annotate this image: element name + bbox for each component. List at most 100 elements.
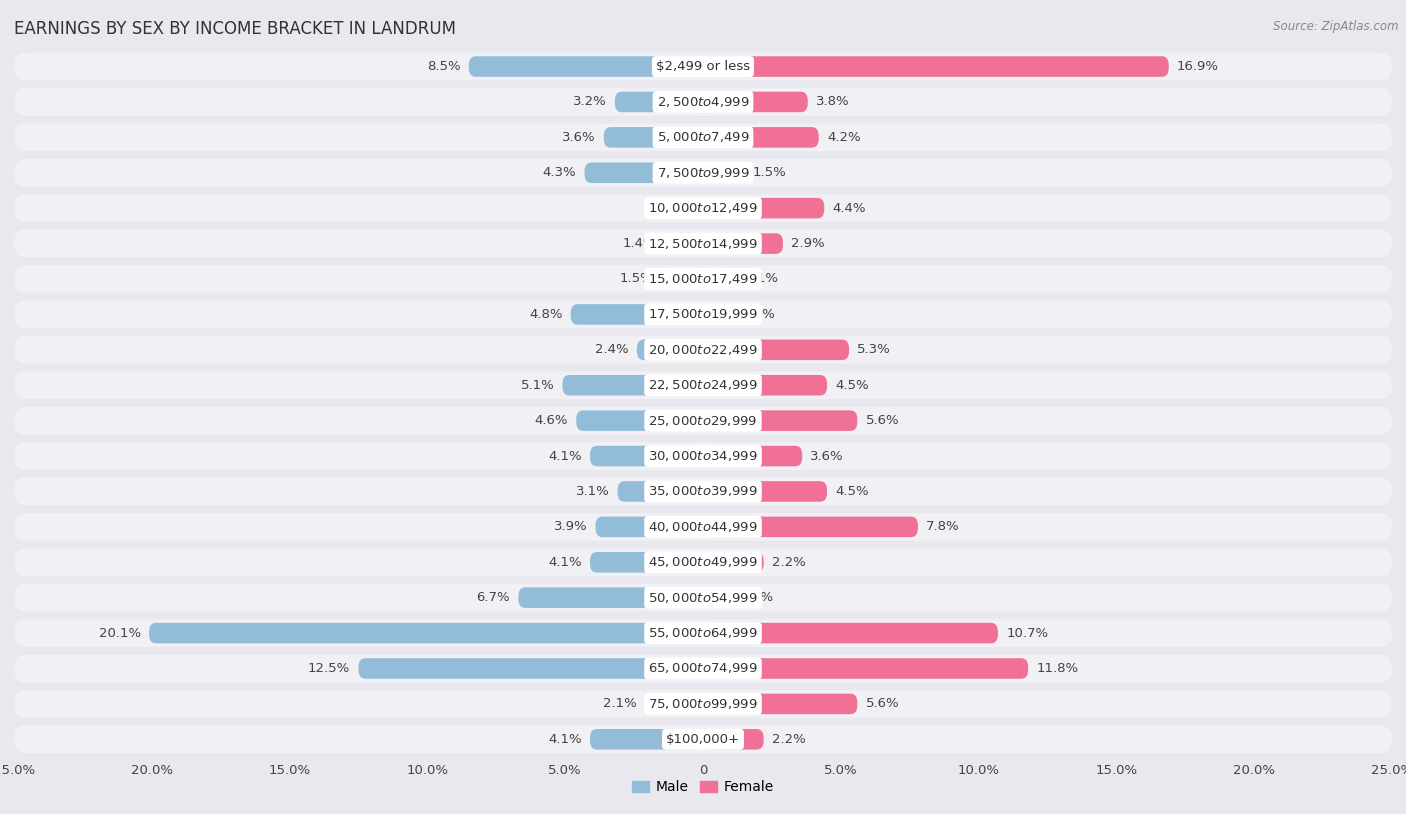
FancyBboxPatch shape: [14, 230, 1392, 257]
FancyBboxPatch shape: [703, 339, 849, 360]
FancyBboxPatch shape: [703, 694, 858, 714]
FancyBboxPatch shape: [665, 234, 703, 254]
Text: 20.1%: 20.1%: [98, 627, 141, 640]
FancyBboxPatch shape: [703, 163, 744, 183]
FancyBboxPatch shape: [662, 269, 703, 289]
Text: 4.4%: 4.4%: [832, 202, 866, 215]
Text: 6.7%: 6.7%: [477, 591, 510, 604]
FancyBboxPatch shape: [591, 552, 703, 572]
FancyBboxPatch shape: [703, 56, 1168, 77]
Text: 1.1%: 1.1%: [741, 308, 775, 321]
FancyBboxPatch shape: [14, 619, 1392, 647]
FancyBboxPatch shape: [14, 513, 1392, 540]
FancyBboxPatch shape: [703, 588, 723, 608]
Text: 4.6%: 4.6%: [534, 414, 568, 427]
FancyBboxPatch shape: [576, 410, 703, 431]
Text: $75,000 to $99,999: $75,000 to $99,999: [648, 697, 758, 711]
FancyBboxPatch shape: [149, 623, 703, 643]
FancyBboxPatch shape: [645, 694, 703, 714]
Text: $40,000 to $44,999: $40,000 to $44,999: [648, 520, 758, 534]
FancyBboxPatch shape: [14, 549, 1392, 576]
Text: $35,000 to $39,999: $35,000 to $39,999: [648, 484, 758, 498]
Text: $5,000 to $7,499: $5,000 to $7,499: [657, 130, 749, 144]
FancyBboxPatch shape: [14, 88, 1392, 116]
Text: 3.1%: 3.1%: [575, 485, 609, 498]
Text: 5.6%: 5.6%: [866, 698, 900, 711]
Legend: Male, Female: Male, Female: [627, 775, 779, 799]
FancyBboxPatch shape: [14, 265, 1392, 293]
FancyBboxPatch shape: [703, 446, 803, 466]
FancyBboxPatch shape: [591, 446, 703, 466]
Text: 4.5%: 4.5%: [835, 485, 869, 498]
Text: $22,500 to $24,999: $22,500 to $24,999: [648, 379, 758, 392]
FancyBboxPatch shape: [703, 92, 807, 112]
FancyBboxPatch shape: [14, 442, 1392, 470]
Text: Source: ZipAtlas.com: Source: ZipAtlas.com: [1274, 20, 1399, 33]
Text: 7.8%: 7.8%: [927, 520, 960, 533]
FancyBboxPatch shape: [14, 654, 1392, 682]
FancyBboxPatch shape: [14, 159, 1392, 186]
Text: $20,000 to $22,499: $20,000 to $22,499: [648, 343, 758, 357]
Text: $17,500 to $19,999: $17,500 to $19,999: [648, 308, 758, 322]
FancyBboxPatch shape: [571, 304, 703, 325]
Text: 2.9%: 2.9%: [792, 237, 825, 250]
FancyBboxPatch shape: [14, 336, 1392, 364]
Text: 2.4%: 2.4%: [595, 344, 628, 357]
FancyBboxPatch shape: [703, 269, 728, 289]
Text: 1.5%: 1.5%: [620, 273, 654, 286]
FancyBboxPatch shape: [603, 127, 703, 147]
Text: 0.91%: 0.91%: [737, 273, 779, 286]
Text: 4.2%: 4.2%: [827, 131, 860, 144]
Text: 5.3%: 5.3%: [858, 344, 891, 357]
FancyBboxPatch shape: [359, 659, 703, 679]
Text: $65,000 to $74,999: $65,000 to $74,999: [648, 662, 758, 676]
Text: 3.6%: 3.6%: [562, 131, 596, 144]
FancyBboxPatch shape: [14, 478, 1392, 505]
Text: $12,500 to $14,999: $12,500 to $14,999: [648, 237, 758, 251]
FancyBboxPatch shape: [703, 517, 918, 537]
FancyBboxPatch shape: [703, 304, 734, 325]
FancyBboxPatch shape: [703, 659, 1028, 679]
Text: EARNINGS BY SEX BY INCOME BRACKET IN LANDRUM: EARNINGS BY SEX BY INCOME BRACKET IN LAN…: [14, 20, 456, 38]
Text: 8.5%: 8.5%: [427, 60, 461, 73]
FancyBboxPatch shape: [468, 56, 703, 77]
Text: 1.5%: 1.5%: [752, 166, 786, 179]
Text: $30,000 to $34,999: $30,000 to $34,999: [648, 449, 758, 463]
Text: 2.2%: 2.2%: [772, 556, 806, 569]
Text: $100,000+: $100,000+: [666, 733, 740, 746]
FancyBboxPatch shape: [519, 588, 703, 608]
FancyBboxPatch shape: [14, 690, 1392, 718]
Text: 11.8%: 11.8%: [1036, 662, 1078, 675]
Text: 4.1%: 4.1%: [548, 556, 582, 569]
Text: $45,000 to $49,999: $45,000 to $49,999: [648, 555, 758, 569]
Text: 10.7%: 10.7%: [1007, 627, 1049, 640]
Text: 4.8%: 4.8%: [529, 308, 562, 321]
Text: $10,000 to $12,499: $10,000 to $12,499: [648, 201, 758, 215]
FancyBboxPatch shape: [703, 623, 998, 643]
Text: 0.72%: 0.72%: [731, 591, 773, 604]
Text: 5.1%: 5.1%: [520, 379, 554, 392]
FancyBboxPatch shape: [703, 127, 818, 147]
FancyBboxPatch shape: [585, 163, 703, 183]
FancyBboxPatch shape: [703, 234, 783, 254]
Text: 16.9%: 16.9%: [1177, 60, 1219, 73]
Text: $15,000 to $17,499: $15,000 to $17,499: [648, 272, 758, 286]
FancyBboxPatch shape: [14, 300, 1392, 328]
Text: 2.1%: 2.1%: [603, 698, 637, 711]
FancyBboxPatch shape: [703, 729, 763, 750]
FancyBboxPatch shape: [14, 371, 1392, 399]
Text: 3.6%: 3.6%: [810, 449, 844, 462]
FancyBboxPatch shape: [637, 339, 703, 360]
FancyBboxPatch shape: [562, 375, 703, 396]
FancyBboxPatch shape: [14, 725, 1392, 753]
FancyBboxPatch shape: [703, 481, 827, 501]
Text: $50,000 to $54,999: $50,000 to $54,999: [648, 591, 758, 605]
FancyBboxPatch shape: [614, 92, 703, 112]
Text: 3.2%: 3.2%: [572, 95, 606, 108]
Text: 4.1%: 4.1%: [548, 733, 582, 746]
FancyBboxPatch shape: [14, 53, 1392, 81]
Text: 1.4%: 1.4%: [623, 237, 657, 250]
Text: $2,500 to $4,999: $2,500 to $4,999: [657, 95, 749, 109]
FancyBboxPatch shape: [591, 729, 703, 750]
Text: 4.3%: 4.3%: [543, 166, 576, 179]
